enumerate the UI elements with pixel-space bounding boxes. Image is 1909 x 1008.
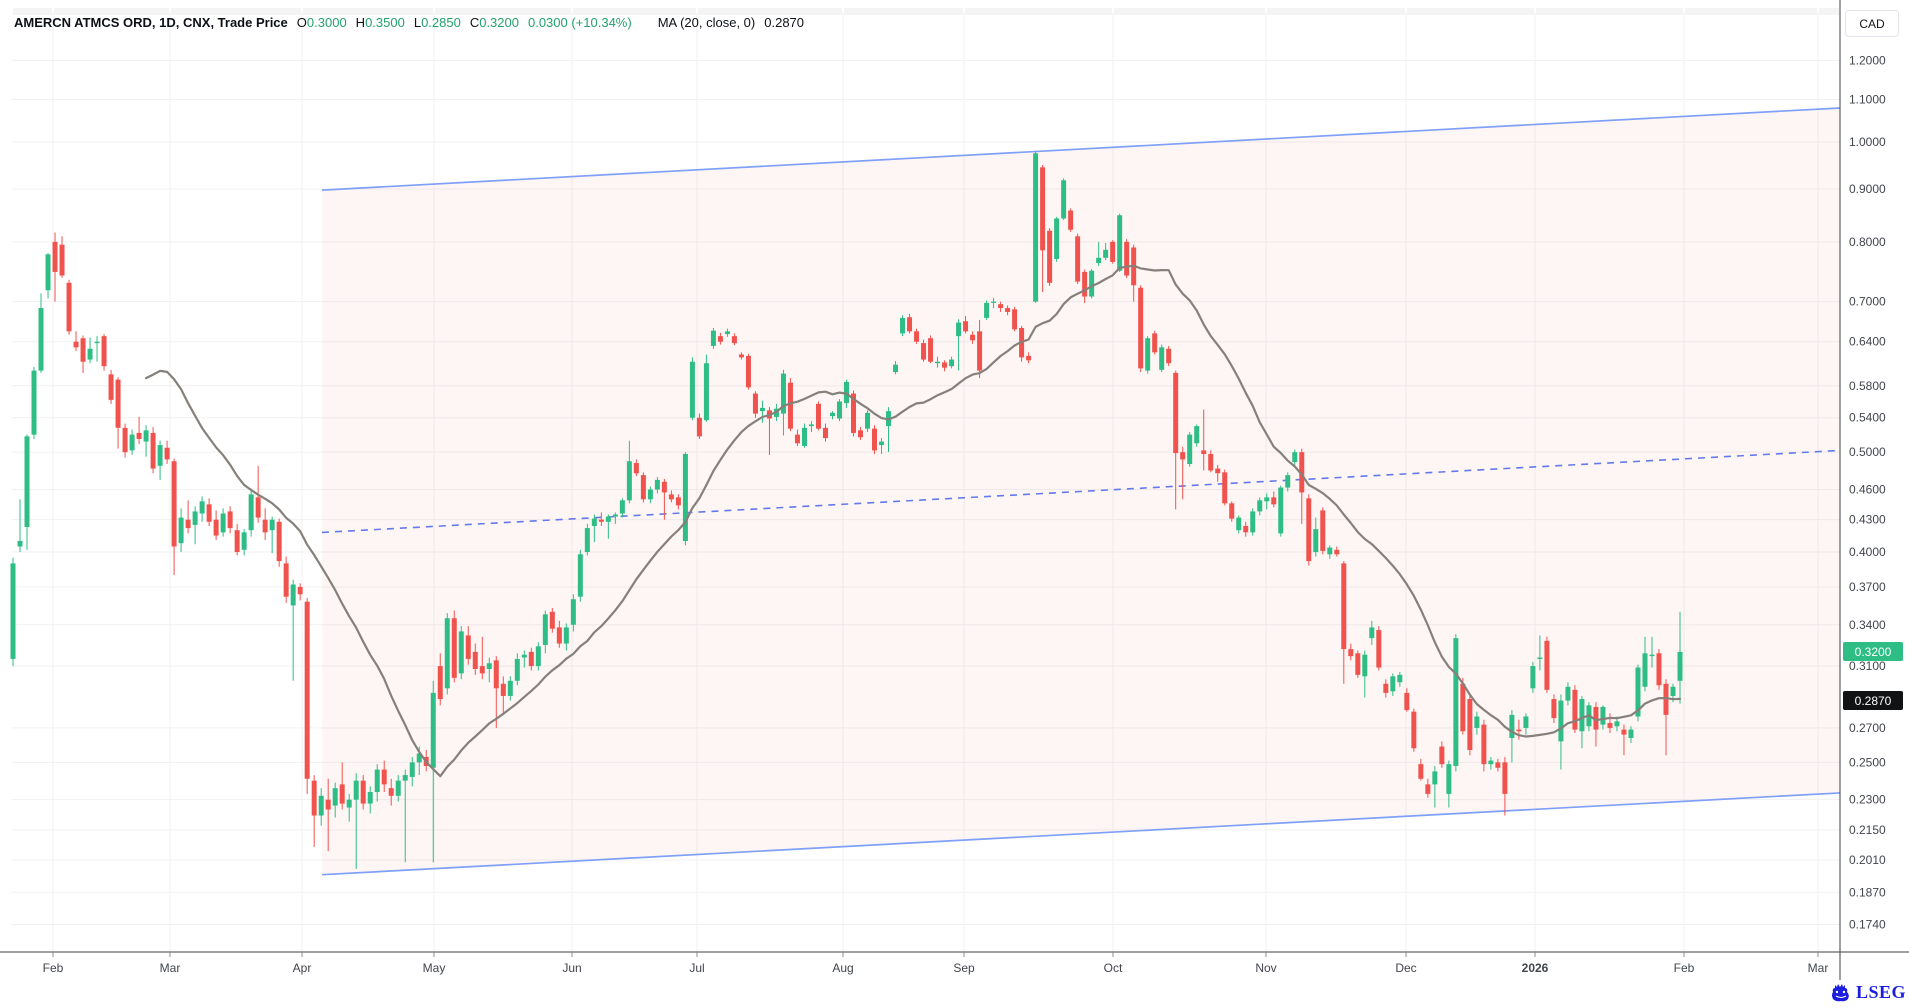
svg-text:0.9000: 0.9000 [1849, 182, 1886, 196]
low-label: L [413, 15, 422, 30]
svg-text:Jul: Jul [689, 961, 704, 975]
trend-channel[interactable] [321, 107, 1841, 876]
last-price-badge: 0.3200 [1843, 642, 1903, 662]
price-axis[interactable]: 1.2000 1.1000 1.0000 0.9000 0.8000 0.7000 0.64… [1839, 0, 1886, 980]
ma-value-badge: 0.2870 [1843, 691, 1903, 711]
lseg-logo: LSEG [1830, 982, 1906, 1003]
open-value: 0.3000 [306, 15, 347, 30]
chart-legend: AMERCN ATMCS ORD, 1D, CNX, Trade Price O… [14, 15, 804, 30]
svg-text:0.5000: 0.5000 [1849, 445, 1886, 459]
svg-text:0.3400: 0.3400 [1849, 618, 1886, 632]
svg-text:0.3100: 0.3100 [1849, 659, 1886, 673]
svg-text:0.3700: 0.3700 [1849, 580, 1886, 594]
svg-text:0.4300: 0.4300 [1849, 513, 1886, 527]
svg-text:0.2150: 0.2150 [1849, 823, 1886, 837]
svg-text:Feb: Feb [43, 961, 64, 975]
low-value: 0.2850 [421, 15, 461, 30]
high-label: H [355, 15, 366, 30]
svg-text:2026: 2026 [1522, 961, 1549, 975]
svg-text:0.1740: 0.1740 [1849, 918, 1886, 932]
svg-text:Sep: Sep [953, 961, 975, 975]
svg-text:Feb: Feb [1674, 961, 1695, 975]
svg-text:0.6400: 0.6400 [1849, 335, 1886, 349]
ma-legend-label: MA (20, close, 0) [657, 15, 756, 30]
svg-text:1.0000: 1.0000 [1849, 135, 1886, 149]
svg-text:0.2010: 0.2010 [1849, 853, 1886, 867]
svg-text:May: May [423, 961, 446, 975]
change-value: 0.0300 (+10.34%) [527, 15, 632, 30]
svg-text:0.2700: 0.2700 [1849, 721, 1886, 735]
svg-text:Jun: Jun [562, 961, 581, 975]
close-label: C [469, 15, 480, 30]
svg-text:0.4000: 0.4000 [1849, 545, 1886, 559]
svg-text:1.2000: 1.2000 [1849, 53, 1886, 67]
svg-text:Apr: Apr [293, 961, 312, 975]
lseg-crest-icon [1832, 983, 1849, 1001]
svg-text:0.4600: 0.4600 [1849, 482, 1886, 496]
svg-text:Mar: Mar [160, 961, 181, 975]
time-axis[interactable]: Feb Mar Apr May Jun Jul Aug Sep Oct Nov Dec 2026 Feb… [0, 951, 1909, 975]
svg-text:0.1870: 0.1870 [1849, 885, 1886, 899]
high-value: 0.3500 [365, 15, 405, 30]
instrument-title: AMERCN ATMCS ORD, 1D, CNX, Trade Price [14, 15, 288, 30]
svg-text:Aug: Aug [832, 961, 853, 975]
open-label: O [296, 15, 307, 30]
svg-text:0.5800: 0.5800 [1849, 379, 1886, 393]
ma-legend-value: 0.2870 [764, 15, 805, 30]
svg-text:0.8000: 0.8000 [1849, 235, 1886, 249]
svg-text:1.1000: 1.1000 [1849, 92, 1886, 106]
currency-badge: CAD [1845, 10, 1899, 37]
svg-text:Mar: Mar [1808, 961, 1829, 975]
lseg-wordmark: LSEG [1856, 982, 1907, 1002]
ma-line[interactable] [145, 264, 1682, 778]
gridlines [12, 12, 1840, 952]
svg-text:Nov: Nov [1255, 961, 1276, 975]
candles-layer[interactable] [10, 151, 1683, 869]
svg-text:Oct: Oct [1104, 961, 1123, 975]
svg-text:0.7000: 0.7000 [1849, 295, 1886, 309]
svg-text:0.5400: 0.5400 [1849, 411, 1886, 425]
close-value: 0.3200 [479, 15, 519, 30]
svg-text:0.2500: 0.2500 [1849, 755, 1886, 769]
top-ruler-strip [13, 8, 1839, 15]
svg-text:0.2300: 0.2300 [1849, 793, 1886, 807]
svg-text:Dec: Dec [1395, 961, 1416, 975]
